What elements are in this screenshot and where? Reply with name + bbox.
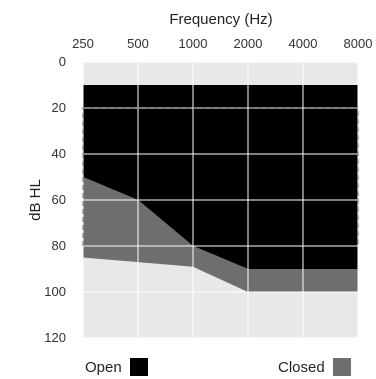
y-tick-label-80: 80 — [52, 238, 66, 253]
y-tick-label-120: 120 — [44, 330, 66, 345]
y-tick-labels: 0 20 40 60 80 100 120 — [44, 54, 66, 345]
area-open — [83, 85, 358, 269]
x-tick-label-4000: 4000 — [289, 36, 318, 51]
y-axis-title: dB HL — [27, 179, 44, 221]
x-tick-label-250: 250 — [72, 36, 94, 51]
plot-area — [82, 61, 359, 339]
y-tick-label-100: 100 — [44, 284, 66, 299]
area-closed — [83, 177, 358, 292]
dashed-outline — [82, 107, 359, 246]
y-tick-label-20: 20 — [52, 100, 66, 115]
x-tick-label-2000: 2000 — [234, 36, 263, 51]
legend-item-closed: Closed — [278, 356, 351, 378]
legend-item-open: Open — [85, 356, 148, 378]
x-tick-labels: 250 500 1000 2000 4000 8000 — [72, 36, 372, 51]
x-axis-title: Frequency (Hz) — [169, 11, 272, 28]
x-tick-label-500: 500 — [127, 36, 149, 51]
y-tick-label-0: 0 — [59, 54, 66, 69]
y-tick-label-40: 40 — [52, 146, 66, 161]
legend-label-closed: Closed — [278, 358, 325, 376]
legend-swatch-closed — [332, 358, 351, 376]
y-tick-label-60: 60 — [52, 192, 66, 207]
x-tick-label-1000: 1000 — [179, 36, 208, 51]
legend-swatch-open — [129, 358, 148, 376]
legend-label-open: Open — [85, 358, 122, 376]
x-tick-label-8000: 8000 — [344, 36, 373, 51]
